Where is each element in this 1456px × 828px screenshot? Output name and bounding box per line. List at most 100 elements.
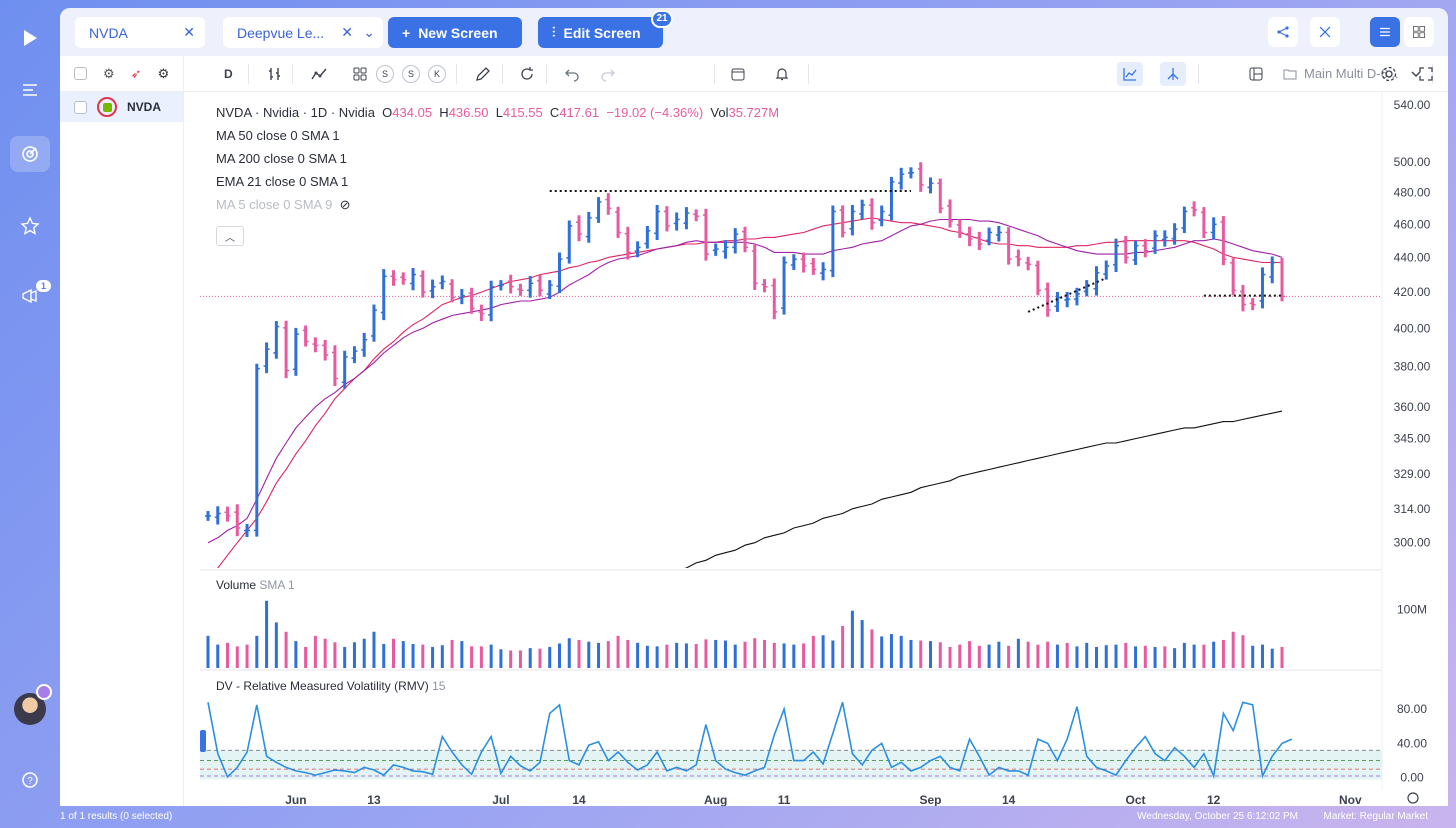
axis-settings-icon[interactable] xyxy=(1407,792,1419,804)
volume-bar xyxy=(577,639,581,668)
collapse-legend-button[interactable]: ︿ xyxy=(216,226,244,246)
templates-icon[interactable] xyxy=(352,64,368,84)
volume-bar xyxy=(597,642,601,668)
volume-bar xyxy=(548,646,552,668)
settings-icon[interactable]: ⚙ xyxy=(103,65,115,81)
ohlc-bar xyxy=(937,178,944,214)
grid-view-icon[interactable] xyxy=(1404,17,1434,47)
calendar-icon[interactable] xyxy=(730,64,746,84)
volume-bar xyxy=(1143,645,1147,668)
chart-canvas[interactable]: 540.00 500.00 480.00 460.00 440.00 420.00 400.… xyxy=(200,92,1448,806)
new-screen-button[interactable]: + New Screen xyxy=(388,17,522,48)
refresh-icon[interactable] xyxy=(518,64,536,84)
help-icon[interactable]: ? xyxy=(10,762,50,798)
megaphone-icon[interactable] xyxy=(10,278,50,314)
close-icon[interactable]: ✕ xyxy=(183,24,195,40)
indicators-icon[interactable] xyxy=(310,64,328,84)
volume-bar xyxy=(1016,638,1020,668)
toolbar-divider xyxy=(456,64,457,84)
ohlc-bar xyxy=(224,506,231,522)
volume-bar xyxy=(1241,635,1245,668)
chart-type-line-icon[interactable] xyxy=(1117,62,1143,86)
layout-name[interactable]: Main Multi D-6... xyxy=(1304,66,1399,81)
rocket-icon[interactable]: ➶ xyxy=(130,65,142,81)
volume-bar xyxy=(392,638,396,668)
draw-pen-icon[interactable] xyxy=(474,64,492,84)
alert-bell-icon[interactable] xyxy=(774,64,790,84)
select-all-checkbox[interactable] xyxy=(74,67,87,80)
interval-button[interactable]: D xyxy=(224,67,233,81)
watchlist-panel: ⚙ ➶ ⚙ NVDA xyxy=(60,56,184,806)
ohlc-bar xyxy=(966,226,973,247)
edit-screen-button[interactable]: ⫶ Edit Screen xyxy=(538,17,663,48)
volume-bar xyxy=(850,610,854,668)
ohlc-bar xyxy=(585,211,592,243)
ohlc-bar xyxy=(732,228,739,254)
volume-bar xyxy=(860,620,864,668)
volume-bar xyxy=(1104,645,1108,668)
list-item[interactable]: NVDA xyxy=(60,92,183,122)
volume-bar xyxy=(1231,631,1235,668)
bar-style-icon[interactable] xyxy=(266,64,284,84)
undo-icon[interactable] xyxy=(564,64,580,84)
ohlc-bar xyxy=(781,256,788,315)
volume-bar xyxy=(997,641,1001,668)
crosshair-icon[interactable] xyxy=(1160,62,1186,86)
volume-bar xyxy=(1055,644,1059,668)
price-axis-tick: 500.00 xyxy=(1394,155,1431,169)
price-axis-tick: 440.00 xyxy=(1394,250,1431,264)
svg-text:?: ? xyxy=(27,776,33,787)
ma50-legend[interactable]: MA 50 close 0 SMA 1 xyxy=(216,128,340,143)
chevron-down-icon[interactable]: ⌄ xyxy=(363,24,375,40)
ma5-legend[interactable]: MA 5 close 0 SMA 9 ⊘ xyxy=(216,197,350,213)
volume-bar xyxy=(1221,639,1225,668)
ohlc-bar xyxy=(673,212,680,231)
rmv-axis-tick: 0.00 xyxy=(1400,771,1424,785)
results-count: 1 of 1 results (0 selected) xyxy=(60,811,173,822)
ohlc-bar xyxy=(1034,260,1041,296)
x-social-icon[interactable] xyxy=(1310,17,1340,47)
logo-icon[interactable] xyxy=(10,20,50,56)
ma200-legend[interactable]: MA 200 close 0 SMA 1 xyxy=(216,151,347,166)
chart-area[interactable]: 540.00 500.00 480.00 460.00 440.00 420.00 400.… xyxy=(200,92,1448,806)
top-bar: NVDA ✕ Deepvue Le... ✕ ⌄ + New Screen ⫶ … xyxy=(60,8,1448,56)
share-icon[interactable] xyxy=(1268,17,1298,47)
study-k-button[interactable]: K xyxy=(428,65,446,83)
tab-symbol[interactable]: NVDA ✕ xyxy=(75,17,205,48)
ohlc-bar xyxy=(956,219,963,238)
star-icon[interactable] xyxy=(10,208,50,244)
gear-icon[interactable]: ⚙ xyxy=(157,65,170,81)
ohlc-bar xyxy=(1073,287,1080,306)
price-axis-tick: 360.00 xyxy=(1394,400,1431,414)
ohlc-bar xyxy=(790,254,797,270)
ohlc-bar xyxy=(820,262,827,281)
ohlc-bar xyxy=(683,207,690,230)
toolbar-divider xyxy=(248,64,249,84)
list-view-icon[interactable] xyxy=(1370,17,1400,47)
ohlc-bar xyxy=(888,176,895,221)
ohlc-bar xyxy=(751,244,758,290)
ohlc-bar xyxy=(292,327,299,376)
redo-icon[interactable] xyxy=(600,64,616,84)
row-checkbox[interactable] xyxy=(74,100,87,114)
close-icon[interactable]: ✕ xyxy=(341,24,353,40)
radar-icon[interactable] xyxy=(10,136,50,172)
fullscreen-icon[interactable] xyxy=(1418,64,1434,84)
volume-bar xyxy=(1046,641,1050,668)
ema21-legend[interactable]: EMA 21 close 0 SMA 1 xyxy=(216,174,349,189)
volume-bar xyxy=(987,644,991,668)
volume-bar xyxy=(440,645,444,668)
volume-bar xyxy=(304,646,308,668)
tab-screen[interactable]: Deepvue Le... ✕ ⌄ xyxy=(223,17,383,48)
chart-settings-icon[interactable] xyxy=(1380,64,1398,84)
menu-icon[interactable] xyxy=(10,72,50,108)
chevron-down-icon[interactable] xyxy=(1410,64,1422,84)
ohlc-bar xyxy=(917,162,924,192)
study-s2-button[interactable]: S xyxy=(402,65,420,83)
layout-icon[interactable] xyxy=(1248,64,1264,84)
eye-hidden-icon[interactable]: ⊘ xyxy=(335,197,351,212)
ohlc-bar xyxy=(693,209,700,222)
ohlc-bar xyxy=(986,227,993,246)
ohlc-bar xyxy=(439,275,446,290)
study-s1-button[interactable]: S xyxy=(376,65,394,83)
